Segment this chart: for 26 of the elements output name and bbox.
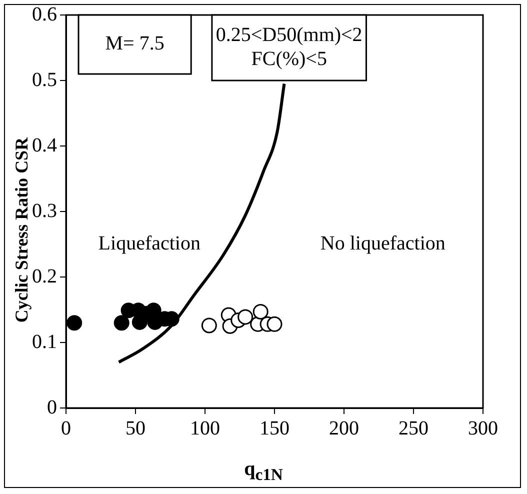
y-tick-label: 0.1	[32, 330, 57, 353]
annotation: Liquefaction	[98, 232, 200, 254]
y-tick-label: 0.4	[32, 134, 57, 156]
point	[238, 309, 254, 325]
point	[114, 315, 130, 331]
y-tick-label: 0.6	[32, 3, 57, 26]
x-axis-title: q$_{c1N}$	[243, 458, 284, 485]
y-tick-label: 0.2	[32, 265, 57, 288]
y-tick-label: 0.5	[32, 68, 57, 91]
point	[266, 316, 282, 332]
x-tick-label: 0	[61, 417, 71, 440]
annotation: No liquefaction	[320, 232, 446, 254]
y-tick-label: 0	[47, 396, 57, 418]
x-tick-label: 100	[190, 417, 220, 440]
point	[252, 304, 268, 320]
point	[201, 318, 217, 334]
y-axis-title: Cyclic Stress Ratio CSR	[12, 137, 32, 323]
annotation: 0.25<D50(mm)<2 FC(%)<5	[216, 24, 362, 70]
point	[66, 315, 82, 331]
x-tick-label: 200	[329, 417, 359, 440]
x-tick-label: 300	[468, 417, 498, 440]
annotation: M= 7.5	[105, 32, 164, 55]
y-tick-label: 0.3	[32, 200, 57, 222]
x-tick-label: 50	[126, 417, 146, 440]
x-tick-label: 250	[398, 417, 428, 440]
x-tick-label: 150	[260, 417, 290, 440]
